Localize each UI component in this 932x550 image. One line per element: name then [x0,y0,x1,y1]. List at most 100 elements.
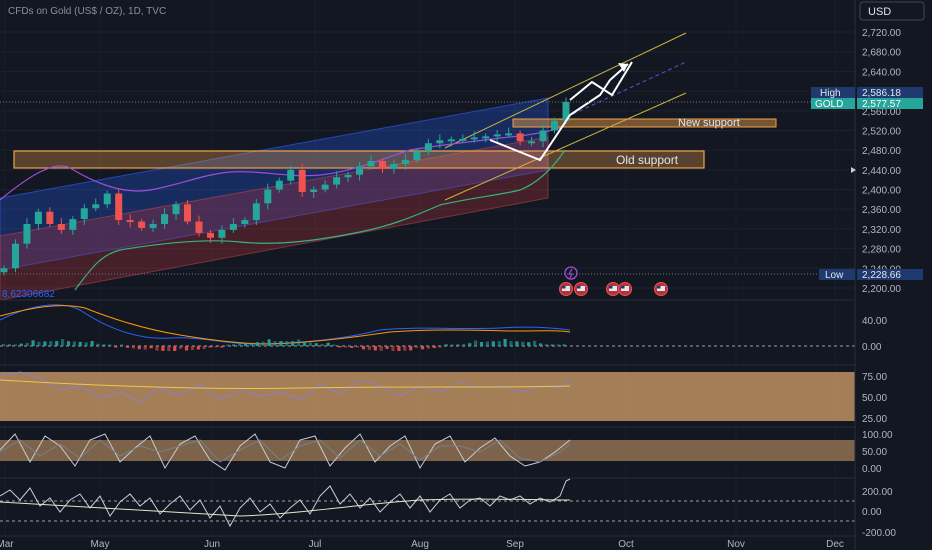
rsi-line [0,371,571,403]
candle-body [184,204,192,222]
macd-histogram-bar [2,344,6,346]
candle-body [390,163,398,169]
macd-histogram-bar [521,341,525,346]
macd-histogram-bar [43,341,47,346]
candle-body [298,169,306,192]
macd-histogram-bar [332,344,336,346]
macd-histogram-bar [273,341,277,346]
macd-histogram-bar [25,342,29,346]
symbol-title[interactable]: CFDs on Gold (US$ / OZ), 1D, TVC [8,6,166,17]
macd-histogram-bar [232,344,236,346]
macd-histogram-bar [108,344,112,346]
macd-histogram-bar [314,343,318,346]
triangle-right-icon [851,167,856,173]
candle-body [57,224,65,230]
macd-histogram-bar [356,346,360,348]
macd-pane[interactable] [0,304,855,351]
stoch-band [0,440,855,461]
macd-histogram-bar [238,342,242,346]
upper-channel-line [444,32,687,149]
macd-histogram-bar [114,346,118,348]
time-tick-label: Aug [411,539,429,550]
high-badge-label: High [820,88,841,99]
indicator-tick-label: 75.00 [862,372,887,383]
macd-histogram-bar [367,346,371,350]
candle-body [69,219,77,230]
macd-histogram-bar [326,342,330,346]
time-tick-label: Jul [309,539,322,550]
price-tick-label: 2,320.00 [862,225,901,236]
macd-histogram-bar [220,346,224,348]
macd-histogram-bar [255,342,259,346]
macd-histogram-bar [391,346,395,351]
projection-arrowhead-icon [618,63,628,72]
macd-histogram-bar [249,342,253,346]
macd-histogram-bar [509,341,513,346]
indicator-tick-label: 40.00 [862,316,887,327]
candle-body [505,133,513,136]
lightning-event-icon[interactable] [564,266,578,280]
macd-histogram-bar [497,341,501,346]
high-badge-value: 2,586.18 [862,88,901,99]
macd-histogram-bar [149,346,153,349]
indicator-tick-label: 25.00 [862,414,887,425]
candle-body [333,177,341,185]
macd-histogram-bar [538,343,543,346]
macd-histogram-bar [533,340,537,346]
macd-histogram-bar [450,344,454,346]
candle-body [344,174,352,178]
macd-histogram-bar [527,342,531,346]
candle-body [264,189,272,204]
flag-stripe [621,286,629,291]
macd-histogram-bar [19,343,23,346]
macd-histogram-bar [125,346,130,348]
lower-channel-line [444,92,687,201]
candle-body [252,203,260,221]
old-support-zone[interactable] [13,150,705,169]
price-tick-label: 2,440.00 [862,166,901,177]
candle-body [367,160,375,167]
candle-body [229,224,237,230]
macd-histogram-bar [420,346,425,350]
event-badges [559,266,668,296]
macd-histogram-bar [78,341,82,346]
candle-body [413,151,421,160]
cci-pane[interactable] [0,478,855,528]
rsi-pane[interactable] [0,371,855,421]
flag-canton [621,286,625,289]
new-support-zone[interactable] [512,118,777,128]
time-tick-label: Dec [826,539,844,550]
time-tick-label: Sep [506,539,524,550]
candle-body [11,243,19,269]
gold-badge-value-bg [857,98,923,109]
currency-button-bg [859,1,925,21]
macd-histogram-bar [190,346,194,351]
currency-button[interactable]: USD [859,1,925,21]
macd-histogram-bar [37,341,41,346]
macd-histogram-bar [243,343,248,346]
time-tick-label: May [91,539,110,550]
candle-body [424,143,432,152]
macd-histogram-bar [179,346,183,349]
macd-histogram-bar [102,344,106,346]
projection-zigzag[interactable] [489,63,629,162]
macd-histogram-bar [84,342,88,346]
price-tick-label: 2,400.00 [862,186,901,197]
stoch-pane[interactable] [0,433,855,471]
macd-histogram-bar [344,346,348,348]
green-ma-line [74,149,566,291]
stoch-d-line [0,439,571,463]
macd-histogram-bar [13,344,17,346]
macd-histogram-bar [515,341,519,346]
candle-body [562,101,570,121]
high-badge-label-bg [811,87,855,98]
macd-histogram-bar [485,341,489,346]
time-axis[interactable]: Mar May Jun Jul Aug Sep Oct Nov Dec [0,535,855,550]
rsi-ma-line [0,379,571,390]
macd-histogram-bar [131,346,135,349]
macd-histogram-bar [196,346,200,350]
macd-histogram-bar [479,341,484,346]
high-badge-value-bg [857,87,923,98]
price-tick-label: 2,720.00 [862,28,901,39]
